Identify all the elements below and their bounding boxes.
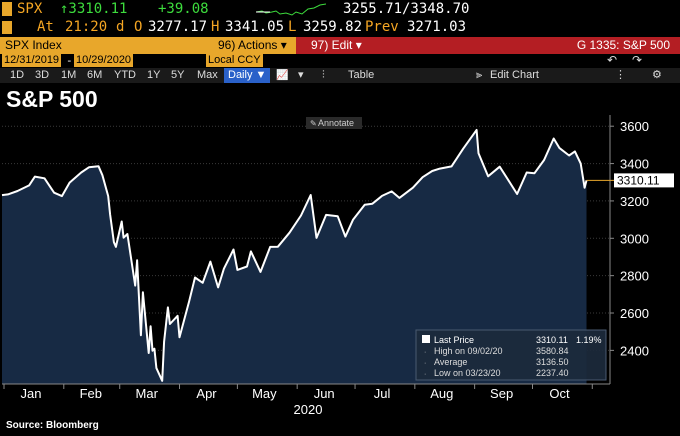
x-tick-label: Mar bbox=[136, 386, 159, 401]
quote-row-2: At 21:20 d O 3277.17 H 3341.05 L 3259.82… bbox=[0, 19, 680, 37]
pencil-icon: ✎ bbox=[310, 119, 317, 128]
legend-high-value: 3580.84 bbox=[536, 346, 569, 356]
end-date-input[interactable]: 10/29/2020 bbox=[74, 54, 134, 67]
annotate-bg bbox=[306, 117, 362, 129]
legend-last-label: Last Price bbox=[434, 335, 474, 345]
line-chart-icon[interactable]: 📈 bbox=[276, 70, 289, 81]
range-5y[interactable]: 5Y bbox=[171, 69, 185, 81]
range-3d[interactable]: 3D bbox=[35, 69, 50, 81]
chart-type-dropdown-icon[interactable]: ▾ bbox=[298, 69, 304, 81]
range-max[interactable]: Max bbox=[197, 69, 218, 81]
range-ytd[interactable]: YTD bbox=[114, 69, 136, 81]
table-button[interactable]: Table bbox=[348, 69, 375, 81]
x-tick-label: Jul bbox=[374, 386, 391, 401]
annotate-control[interactable]: Annotate ✎ bbox=[306, 117, 362, 129]
redo-icon[interactable]: ↷ bbox=[632, 53, 643, 67]
y-tick-label: 3400 bbox=[620, 157, 649, 172]
high-value: 3341.05 bbox=[225, 19, 285, 35]
quote-row-1: SPX ↑3310.11 +39.08 3255.71/3348.70 bbox=[0, 0, 680, 19]
legend-swatch-last bbox=[422, 335, 430, 343]
edit-menu[interactable]: 97) Edit ▾ bbox=[311, 38, 362, 52]
y-tick-label: 2800 bbox=[620, 269, 649, 284]
source-note: Source: Bloomberg bbox=[6, 420, 99, 431]
x-tick-label: Jun bbox=[314, 386, 335, 401]
prev-label: Prev bbox=[365, 19, 399, 35]
range-1y[interactable]: 1Y bbox=[147, 69, 161, 81]
y-tick-label: 3600 bbox=[620, 119, 649, 134]
day-range: 3255.71/3348.70 bbox=[343, 1, 470, 17]
prev-value: 3271.03 bbox=[407, 19, 467, 35]
y-tick-label: 2600 bbox=[620, 306, 649, 321]
x-axis-year-label: 2020 bbox=[294, 402, 323, 417]
chart-title: S&P 500 bbox=[6, 86, 98, 112]
low-label: L bbox=[288, 19, 297, 35]
legend-high-label: High on 09/02/20 bbox=[434, 346, 503, 356]
legend-high-marker-icon: · bbox=[424, 349, 426, 356]
security-marker bbox=[2, 2, 12, 16]
legend-box: Last Price 3310.11 1.19% · High on 09/02… bbox=[415, 329, 607, 381]
chart-toolbar: 1D 3D 1M 6M YTD 1Y 5Y Max Daily ▼ 📈 ▾ ⫶ … bbox=[0, 68, 680, 83]
legend-avg-marker-icon: · bbox=[424, 360, 426, 367]
x-tick-label: Sep bbox=[490, 386, 513, 401]
annotate-label[interactable]: Annotate bbox=[318, 118, 354, 128]
y-tick-label: 3000 bbox=[620, 231, 649, 246]
actions-menu[interactable]: 96) Actions ▾ bbox=[218, 38, 287, 52]
date-separator: - bbox=[66, 54, 73, 67]
open-value: 3277.17 bbox=[148, 19, 208, 35]
last-price-tag: 3310.11 bbox=[586, 173, 674, 188]
legend-low-marker-icon: · bbox=[424, 371, 426, 378]
edit-chart-icon[interactable]: ⫸ bbox=[476, 69, 483, 81]
quote-time: 21:20 bbox=[65, 19, 108, 35]
date-row: 12/31/2019 - 10/29/2020 Local CCY ↶ ↷ bbox=[0, 53, 680, 68]
more-options-icon[interactable]: ⋮ bbox=[615, 69, 626, 81]
range-1m[interactable]: 1M bbox=[61, 69, 77, 81]
low-value: 3259.82 bbox=[303, 19, 363, 35]
last-price: ↑3310.11 bbox=[60, 1, 128, 17]
high-label: H bbox=[211, 19, 220, 35]
x-tick-label: Oct bbox=[549, 386, 570, 401]
bar-chart-icon[interactable]: ⫶ bbox=[322, 69, 325, 81]
legend-low-value: 2237.40 bbox=[536, 368, 569, 378]
last-price-label: 3310.11 bbox=[617, 173, 660, 187]
x-axis-ticks: Jan Feb Mar Apr May Jun Jul Aug Sep Oct bbox=[3, 384, 593, 401]
x-tick-label: Feb bbox=[80, 386, 102, 401]
function-code: G 1335: S&P 500 bbox=[576, 38, 670, 52]
legend-low-label: Low on 03/23/20 bbox=[434, 368, 501, 378]
ticker[interactable]: SPX bbox=[17, 1, 43, 17]
y-tick-label: 3200 bbox=[620, 194, 649, 209]
function-title-bar: 97) Edit ▾ G 1335: S&P 500 bbox=[296, 37, 680, 54]
settings-gear-icon[interactable]: ⚙ bbox=[652, 69, 662, 81]
y-axis-ticks: 2400 2600 2800 3000 3200 3400 3600 bbox=[610, 119, 649, 358]
time-marker bbox=[2, 21, 12, 34]
start-date-input[interactable]: 12/31/2019 bbox=[2, 54, 62, 67]
x-tick-label: Apr bbox=[196, 386, 217, 401]
net-change: +39.08 bbox=[158, 1, 209, 17]
security-field[interactable]: SPX Index bbox=[5, 38, 62, 52]
legend-avg-label: Average bbox=[434, 357, 467, 367]
legend-avg-value: 3136.50 bbox=[536, 357, 569, 367]
x-tick-label: May bbox=[252, 386, 277, 401]
x-tick-label: Aug bbox=[430, 386, 453, 401]
currency-select[interactable]: Local CCY bbox=[206, 54, 263, 67]
at-label: At bbox=[37, 19, 54, 35]
price-line bbox=[1, 128, 588, 382]
last-price-box bbox=[614, 173, 674, 188]
edit-chart-button[interactable]: Edit Chart bbox=[490, 69, 539, 81]
d-label: d bbox=[116, 19, 125, 35]
x-tick-label: Jan bbox=[21, 386, 42, 401]
legend-bg bbox=[415, 329, 607, 381]
range-1d[interactable]: 1D bbox=[10, 69, 25, 81]
sparkline-icon bbox=[256, 3, 326, 16]
legend-last-value: 3310.11 bbox=[536, 335, 568, 345]
y-tick-label: 2400 bbox=[620, 343, 649, 358]
frequency-select[interactable]: Daily ▼ bbox=[224, 68, 271, 83]
price-area bbox=[2, 129, 587, 384]
legend-last-pct: 1.19% bbox=[576, 335, 602, 345]
undo-icon[interactable]: ↶ bbox=[607, 53, 618, 67]
range-6m[interactable]: 6M bbox=[87, 69, 103, 81]
open-label: O bbox=[134, 19, 143, 35]
